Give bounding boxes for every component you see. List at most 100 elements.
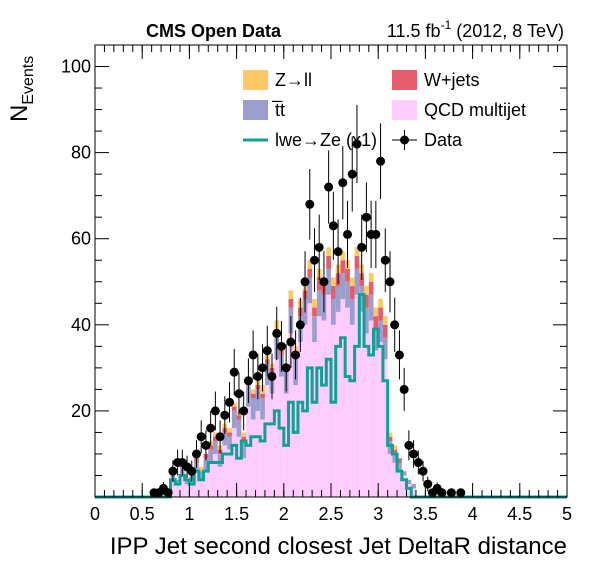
data-point-29 (286, 337, 296, 347)
bar-ttbar-6 (198, 471, 204, 480)
bar-zll-38 (349, 277, 355, 287)
bar-ttbar-36 (340, 273, 346, 299)
data-point-32 (300, 277, 310, 287)
bar-qcd-19 (260, 419, 265, 497)
bar-ttbar-38 (349, 298, 355, 325)
bar-wjets-13 (231, 406, 237, 411)
bar-ttbar-42 (368, 294, 374, 321)
y-axis-title: NEvents (6, 56, 37, 122)
data-point-63 (456, 488, 466, 498)
bar-qcd-0 (170, 479, 176, 497)
bar-wjets-44 (378, 307, 383, 321)
bar-wjets-25 (288, 298, 294, 308)
bar-qcd-50 (406, 484, 412, 497)
bar-ttbar-35 (335, 286, 341, 312)
legend-swatch-ttbar (243, 100, 268, 120)
data-point-23 (258, 363, 268, 373)
header-experiment: CMS Open Data (146, 21, 282, 41)
data-point-35 (314, 242, 324, 252)
bar-ttbar-9 (213, 441, 218, 454)
bar-qcd-22 (274, 359, 280, 497)
bar-ttbar-44 (378, 320, 383, 343)
bar-zll-46 (387, 432, 393, 437)
data-point-9 (191, 449, 201, 459)
data-point-20 (243, 376, 253, 386)
y-tick-label-4: 100 (61, 57, 91, 77)
bar-zll-17 (250, 389, 256, 394)
bar-qcd-26 (293, 385, 298, 497)
bar-zll-34 (331, 277, 336, 287)
data-point-55 (409, 449, 419, 459)
bar-ttbar-13 (231, 410, 237, 429)
data-point-31 (295, 320, 305, 330)
data-point-30 (291, 350, 301, 360)
bar-ttbar-1 (175, 479, 180, 485)
bar-qcd-2 (179, 475, 185, 497)
x-tick-label-10: 5 (562, 504, 572, 524)
legend-swatch-wjets (392, 70, 417, 90)
bar-wjets-37 (345, 268, 350, 282)
bar-qcd-7 (203, 471, 209, 497)
bar-zll-36 (340, 251, 346, 261)
y-tick-label-2: 60 (71, 229, 91, 249)
bar-ttbar-51 (411, 484, 416, 489)
x-tick-label-1: 0.5 (130, 504, 155, 524)
bar-ttbar-30 (312, 316, 317, 343)
data-point-4 (168, 466, 178, 476)
legend-label-ttbar: t̅t (271, 100, 285, 120)
data-point-34 (309, 255, 319, 265)
bar-wjets-8 (208, 445, 213, 450)
x-tick-label-6: 3 (373, 504, 383, 524)
data-point-25 (267, 371, 277, 381)
bar-qcd-8 (208, 462, 213, 497)
bar-wjets-41 (364, 294, 369, 308)
bar-ttbar-45 (382, 337, 388, 360)
bar-qcd-38 (349, 324, 355, 497)
bar-qcd-34 (331, 324, 336, 497)
bar-zll-41 (364, 286, 369, 295)
bar-qcd-36 (340, 298, 346, 497)
legend-label-signal: lwe→Ze (x1) (275, 130, 377, 150)
lumi-value: 11.5 fb (387, 21, 441, 41)
data-point-61 (437, 488, 447, 498)
bar-ttbar-40 (359, 286, 365, 312)
data-point-58 (423, 479, 433, 489)
bar-qcd-37 (345, 307, 350, 497)
bar-ttbar-17 (250, 397, 256, 420)
bar-zll-13 (231, 402, 237, 407)
y-axis-ticks: 20 40 60 80 100 (61, 44, 567, 476)
bar-qcd-15 (241, 458, 247, 497)
data-point-12 (206, 423, 216, 433)
bar-qcd-13 (231, 428, 237, 497)
bar-ttbar-7 (203, 458, 209, 472)
lumi-exponent: -1 (441, 18, 452, 32)
data-point-11 (201, 440, 211, 450)
bar-wjets-34 (331, 286, 336, 299)
data-point-17 (229, 367, 239, 377)
bar-zll-43 (373, 307, 379, 317)
y-axis-title-main: N (6, 105, 33, 122)
bar-qcd-17 (250, 419, 256, 497)
bar-ttbar-46 (387, 441, 393, 454)
bar-qcd-1 (175, 484, 180, 497)
bar-qcd-39 (354, 294, 360, 497)
data-point-42 (347, 169, 357, 179)
y-tick-label-3: 80 (71, 143, 91, 163)
data-point-62 (446, 488, 456, 498)
bar-ttbar-43 (373, 329, 379, 351)
bar-qcd-29 (307, 303, 313, 497)
bar-ttbar-12 (227, 436, 232, 450)
bar-ttbar-11 (222, 432, 228, 446)
bar-ttbar-15 (241, 441, 247, 459)
bar-ttbar-49 (401, 471, 407, 476)
lumi-conditions: (2012, 8 TeV) (451, 21, 564, 41)
bar-qcd-51 (411, 488, 416, 497)
data-point-41 (343, 229, 353, 239)
bar-zll-12 (227, 428, 232, 433)
bar-ttbar-48 (397, 462, 402, 472)
legend: Z→ll W+jets t̅t QCD multijet lwe→Ze (x1) Data (243, 70, 526, 150)
x-axis-ticks: 0 0.5 1 1.5 2 2.5 3 3.5 4 4.5 5 (90, 45, 572, 524)
data-point-8 (187, 466, 197, 476)
data-point-13 (210, 406, 220, 416)
